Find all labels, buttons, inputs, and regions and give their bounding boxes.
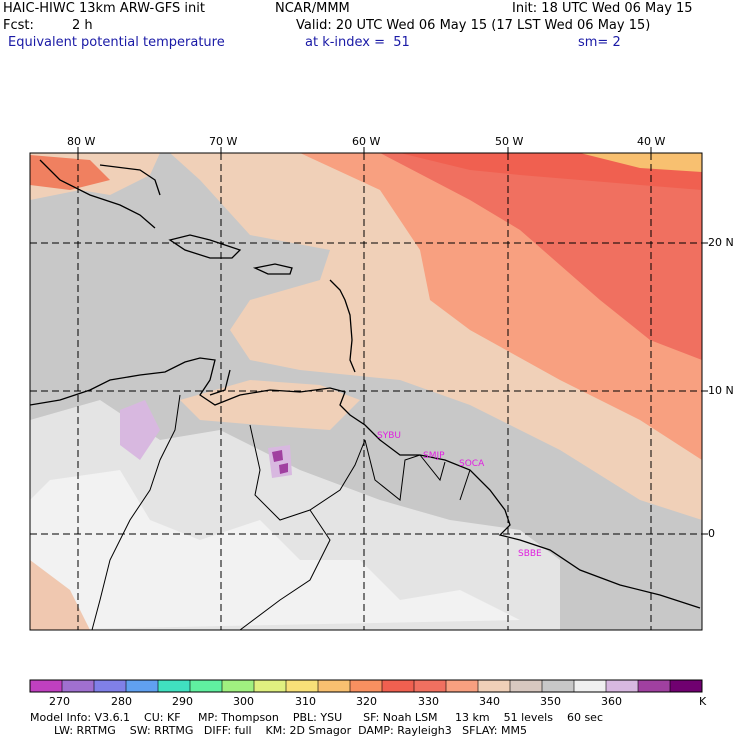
lon-label-2: 60 W [352,135,381,148]
venezuela-warm [180,380,360,430]
lon-label-1: 70 W [209,135,238,148]
colorbar-swatch [350,680,383,692]
field-name: Equivalent potential temperature [8,35,225,50]
colorbar-label-330: 330 [418,695,439,708]
colorbar-swatch [638,680,671,692]
colorbar-swatch [286,680,319,692]
borders [91,394,471,630]
lon-label-4: 40 W [637,135,666,148]
station-label-soca: SOCA [459,459,485,469]
colorbar-label-300: 300 [233,695,254,708]
colorbar-label-270: 270 [49,695,70,708]
colorbar-swatch [190,680,223,692]
southwest-warm [30,560,90,630]
purple-cells [272,450,288,474]
colorbar-swatch [94,680,127,692]
northwest-warm [30,155,110,190]
header-org: NCAR/MMM [275,1,350,16]
colorbar-swatch [414,680,447,692]
colorbar-swatch [542,680,575,692]
header-valid: Valid: 20 UTC Wed 06 May 15 (17 LST Wed … [296,18,651,33]
colorbar-swatch [30,680,63,692]
lat-label-20n: 20 N [708,236,734,249]
colorbar-swatch [606,680,639,692]
colorbar-swatch [62,680,95,692]
colorbar-swatch [574,680,607,692]
coral-region [380,153,702,360]
colorbar-swatch [510,680,543,692]
level-label: at k-index = 51 [305,35,410,50]
colorbar-unit: K [699,695,707,708]
model-info-line-2: LW: RRTMG SW: RRTMG DIFF: full KM: 2D Sm… [54,724,527,737]
forecast-label: Fcst: [3,18,34,33]
colorbar-swatch [446,680,479,692]
map-frame [29,152,703,631]
colorbar-label-290: 290 [172,695,193,708]
lilac-cells [120,400,292,478]
colorbar-label-360: 360 [601,695,622,708]
station-label-sbbe: SBBE [518,549,542,559]
colorbar-swatch [222,680,255,692]
colorbar-swatch [382,680,415,692]
colorbar-frame [29,679,703,693]
model-info-line-1: Model Info: V3.6.1 CU: KF MP: Thompson P… [30,711,603,724]
colorbar-label-340: 340 [479,695,500,708]
colorbar-label-350: 350 [540,695,561,708]
colorbar-swatch [478,680,511,692]
forecast-value: 2 h [72,18,93,33]
colorbar-swatch [670,680,703,692]
header-title: HAIC-HIWC 13km ARW-GFS init [3,1,205,16]
colorbar-swatch [318,680,351,692]
coastlines [30,159,701,609]
orange-region [580,153,702,172]
white-patches [30,470,520,630]
colorbar-swatch [254,680,287,692]
colorbar-swatch [126,680,159,692]
colorbar-label-280: 280 [111,695,132,708]
map-ticks [77,147,708,535]
lon-label-3: 50 W [495,135,524,148]
station-label-smjp: SMJP [423,451,445,461]
colorbar [29,679,703,693]
station-label-sybu: SYBU [377,431,401,441]
colorbar-swatch [158,680,191,692]
header-init: Init: 18 UTC Wed 06 May 15 [512,1,693,16]
colorbar-label-310: 310 [295,695,316,708]
lat-label-10n: 10 N [708,384,734,397]
smoothing-label: sm= 2 [578,35,621,50]
lat-label-equator: 0 [708,527,715,540]
lon-label-0: 80 W [67,135,96,148]
graticule [30,153,702,630]
colorbar-label-320: 320 [356,695,377,708]
